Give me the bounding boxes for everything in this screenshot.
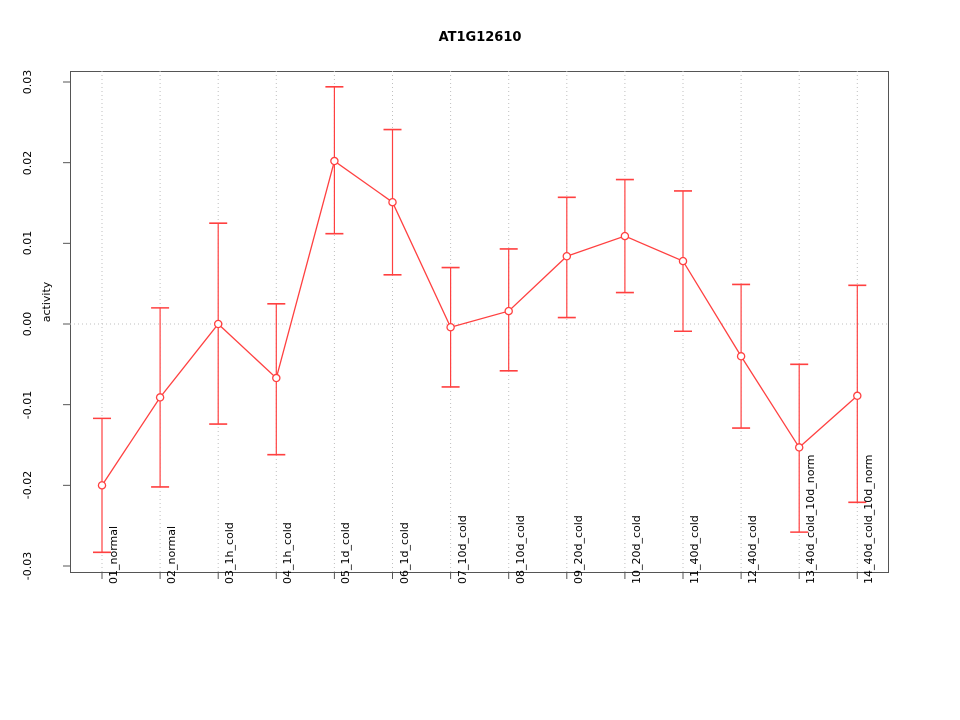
data-point-marker [620, 231, 630, 241]
data-point-marker [97, 481, 107, 490]
x-tick-label: 05_1d_cold [339, 522, 353, 584]
x-tick-label: 09_20d_cold [571, 515, 585, 584]
data-line [101, 159, 858, 486]
y-axis-ticks [63, 81, 70, 567]
data-point-marker [272, 373, 281, 383]
y-tick-label: -0.01 [21, 390, 34, 419]
data-point-marker [562, 251, 572, 261]
x-tick-label: 01_normal [107, 525, 120, 584]
data-markers [97, 156, 862, 490]
data-point-marker [678, 256, 688, 266]
data-point-marker [388, 197, 397, 207]
y-tick-label: 0.02 [21, 150, 34, 175]
x-tick-label: 07_10d_cold [455, 515, 469, 584]
data-point-marker [794, 443, 804, 452]
x-tick-label: 13_40d_cold_10d_norm [804, 454, 818, 584]
x-axis-ticks [101, 572, 858, 579]
y-tick-label: -0.02 [21, 471, 34, 500]
y-tick-label: -0.03 [21, 551, 34, 581]
plot-border [70, 71, 889, 573]
x-tick-label: 08_10d_cold [513, 515, 527, 584]
data-point-marker [330, 156, 339, 166]
data-point-marker [736, 352, 746, 361]
y-tick-label: 0.03 [21, 69, 34, 95]
series-polyline [101, 159, 858, 486]
data-point-marker [853, 391, 862, 401]
data-point-marker [213, 319, 223, 329]
x-tick-label: 11_40d_cold [688, 515, 701, 584]
y-tick-label: 0.01 [21, 231, 34, 256]
data-point-marker [504, 306, 513, 316]
x-tick-label: 02_normal [165, 525, 179, 584]
x-tick-label: 10_20d_cold [629, 515, 643, 584]
x-tick-label: 12_40d_cold [746, 515, 760, 584]
data-point-marker [155, 393, 165, 402]
x-tick-label: 06_1d_cold [397, 522, 411, 584]
x-tick-label: 04_1h_cold [281, 522, 295, 584]
x-tick-label: 14_40d_cold_10d_norm [862, 454, 876, 584]
y-tick-label: 0.00 [21, 311, 34, 337]
chart-title: AT1G12610 [438, 30, 522, 45]
data-point-marker [446, 322, 455, 332]
x-tick-label: 03_1h_cold [223, 522, 237, 584]
